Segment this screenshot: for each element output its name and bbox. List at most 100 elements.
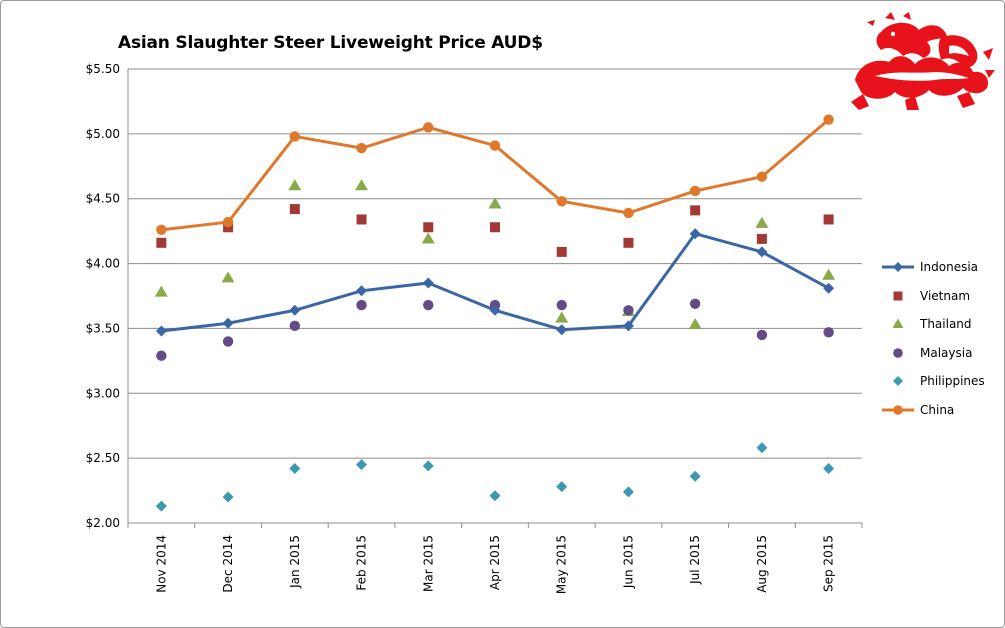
data-point-philippines	[356, 459, 368, 471]
y-tick-label: $4.50	[86, 192, 120, 206]
legend-item-malaysia: Malaysia	[880, 339, 1000, 368]
data-point-vietnam	[823, 214, 834, 225]
data-point-philippines	[756, 442, 768, 454]
x-tick-label: Apr 2015	[488, 535, 502, 590]
data-point-thailand	[355, 179, 369, 191]
data-point-china	[756, 171, 768, 182]
data-point-thailand	[555, 311, 569, 323]
legend-swatch-malaysia	[893, 347, 903, 358]
y-tick-label: $3.50	[86, 321, 120, 335]
data-point-china	[156, 224, 167, 236]
data-point-indonesia	[556, 324, 568, 336]
x-tick-label: Jun 2015	[621, 535, 635, 589]
legend-item-philippines: Philippines	[880, 367, 1000, 396]
legend-item-vietnam: Vietnam	[880, 282, 1000, 311]
data-point-philippines	[289, 463, 301, 475]
chart-legend: Indonesia Vietnam Thailand Malaysia Philippi…	[880, 253, 1000, 424]
data-point-vietnam	[356, 214, 367, 225]
legend-swatch-vietnam	[893, 291, 903, 301]
chart-title: Asian Slaughter Steer Liveweight Price A…	[118, 33, 543, 53]
data-point-philippines	[622, 486, 634, 498]
x-tick-label: Dec 2014	[221, 535, 235, 593]
data-point-indonesia	[222, 317, 234, 329]
data-point-malaysia	[556, 299, 567, 311]
data-point-vietnam	[556, 246, 567, 257]
dragon-logo	[851, 12, 995, 110]
data-point-thailand	[822, 268, 836, 280]
data-point-vietnam	[156, 237, 167, 248]
legend-swatch-thailand	[892, 318, 904, 329]
data-point-thailand	[221, 271, 235, 283]
data-point-philippines	[422, 460, 434, 472]
data-point-indonesia	[155, 325, 167, 337]
y-tick-label: $3.00	[86, 386, 120, 400]
data-point-malaysia	[823, 327, 834, 338]
legend-swatch-china	[882, 404, 914, 415]
legend-item-thailand: Thailand	[880, 310, 1000, 339]
legend-label: Thailand	[920, 317, 972, 332]
legend-label: Indonesia	[920, 260, 979, 275]
data-point-malaysia	[156, 350, 167, 361]
data-point-malaysia	[756, 329, 768, 341]
data-point-vietnam	[623, 237, 634, 248]
data-point-malaysia	[689, 298, 701, 309]
legend-label: Malaysia	[920, 345, 973, 360]
data-point-philippines	[155, 500, 167, 512]
series-line-indonesia	[161, 232, 830, 333]
data-point-thailand	[421, 232, 435, 244]
data-point-indonesia	[489, 304, 501, 316]
data-point-indonesia	[356, 285, 368, 297]
legend-item-china: China	[880, 396, 1000, 425]
legend-label: China	[920, 402, 955, 417]
data-point-malaysia	[289, 320, 301, 332]
data-point-china	[689, 185, 701, 197]
data-point-malaysia	[222, 336, 234, 347]
legend-label: Vietnam	[920, 288, 971, 303]
data-point-philippines	[489, 490, 501, 502]
legend-swatch-indonesia	[882, 262, 914, 273]
data-point-thailand	[755, 216, 769, 228]
data-point-philippines	[222, 491, 234, 503]
data-point-thailand	[688, 318, 702, 330]
x-tick-label: Jul 2015	[688, 535, 702, 585]
x-tick-label: Jan 2015	[288, 535, 302, 589]
y-tick-label: $4.00	[86, 257, 120, 271]
data-point-indonesia	[823, 282, 835, 294]
legend-label: Philippines	[920, 374, 985, 389]
data-point-china	[289, 131, 301, 142]
data-point-china	[489, 140, 501, 151]
legend-swatch-philippines	[893, 376, 903, 387]
data-point-malaysia	[356, 299, 367, 311]
x-tick-label: Aug 2015	[755, 535, 769, 593]
y-tick-label: $5.50	[86, 62, 120, 76]
data-point-vietnam	[490, 222, 500, 233]
x-tick-label: May 2015	[555, 535, 569, 594]
data-point-malaysia	[423, 299, 434, 311]
data-point-vietnam	[423, 222, 434, 233]
data-point-philippines	[823, 463, 835, 475]
data-point-indonesia	[756, 246, 768, 258]
data-point-thailand	[154, 285, 168, 297]
data-point-vietnam	[289, 204, 300, 215]
data-point-indonesia	[422, 277, 434, 289]
y-tick-label: $2.50	[86, 451, 120, 465]
data-point-vietnam	[756, 233, 767, 244]
y-tick-label: $2.00	[86, 516, 120, 530]
x-tick-label: Mar 2015	[421, 535, 435, 592]
data-point-vietnam	[690, 205, 701, 216]
data-point-china	[356, 142, 367, 154]
data-point-indonesia	[289, 304, 301, 316]
data-point-indonesia	[622, 320, 634, 332]
data-point-thailand	[488, 197, 502, 209]
data-point-china	[556, 196, 567, 207]
y-tick-label: $5.00	[86, 127, 120, 141]
data-point-philippines	[556, 481, 568, 493]
x-tick-label: Nov 2014	[154, 535, 168, 593]
data-point-china	[823, 114, 834, 125]
data-point-china	[623, 207, 634, 219]
data-point-china	[222, 216, 234, 228]
data-point-china	[423, 122, 434, 133]
data-point-malaysia	[623, 305, 634, 316]
data-point-indonesia	[689, 228, 701, 240]
